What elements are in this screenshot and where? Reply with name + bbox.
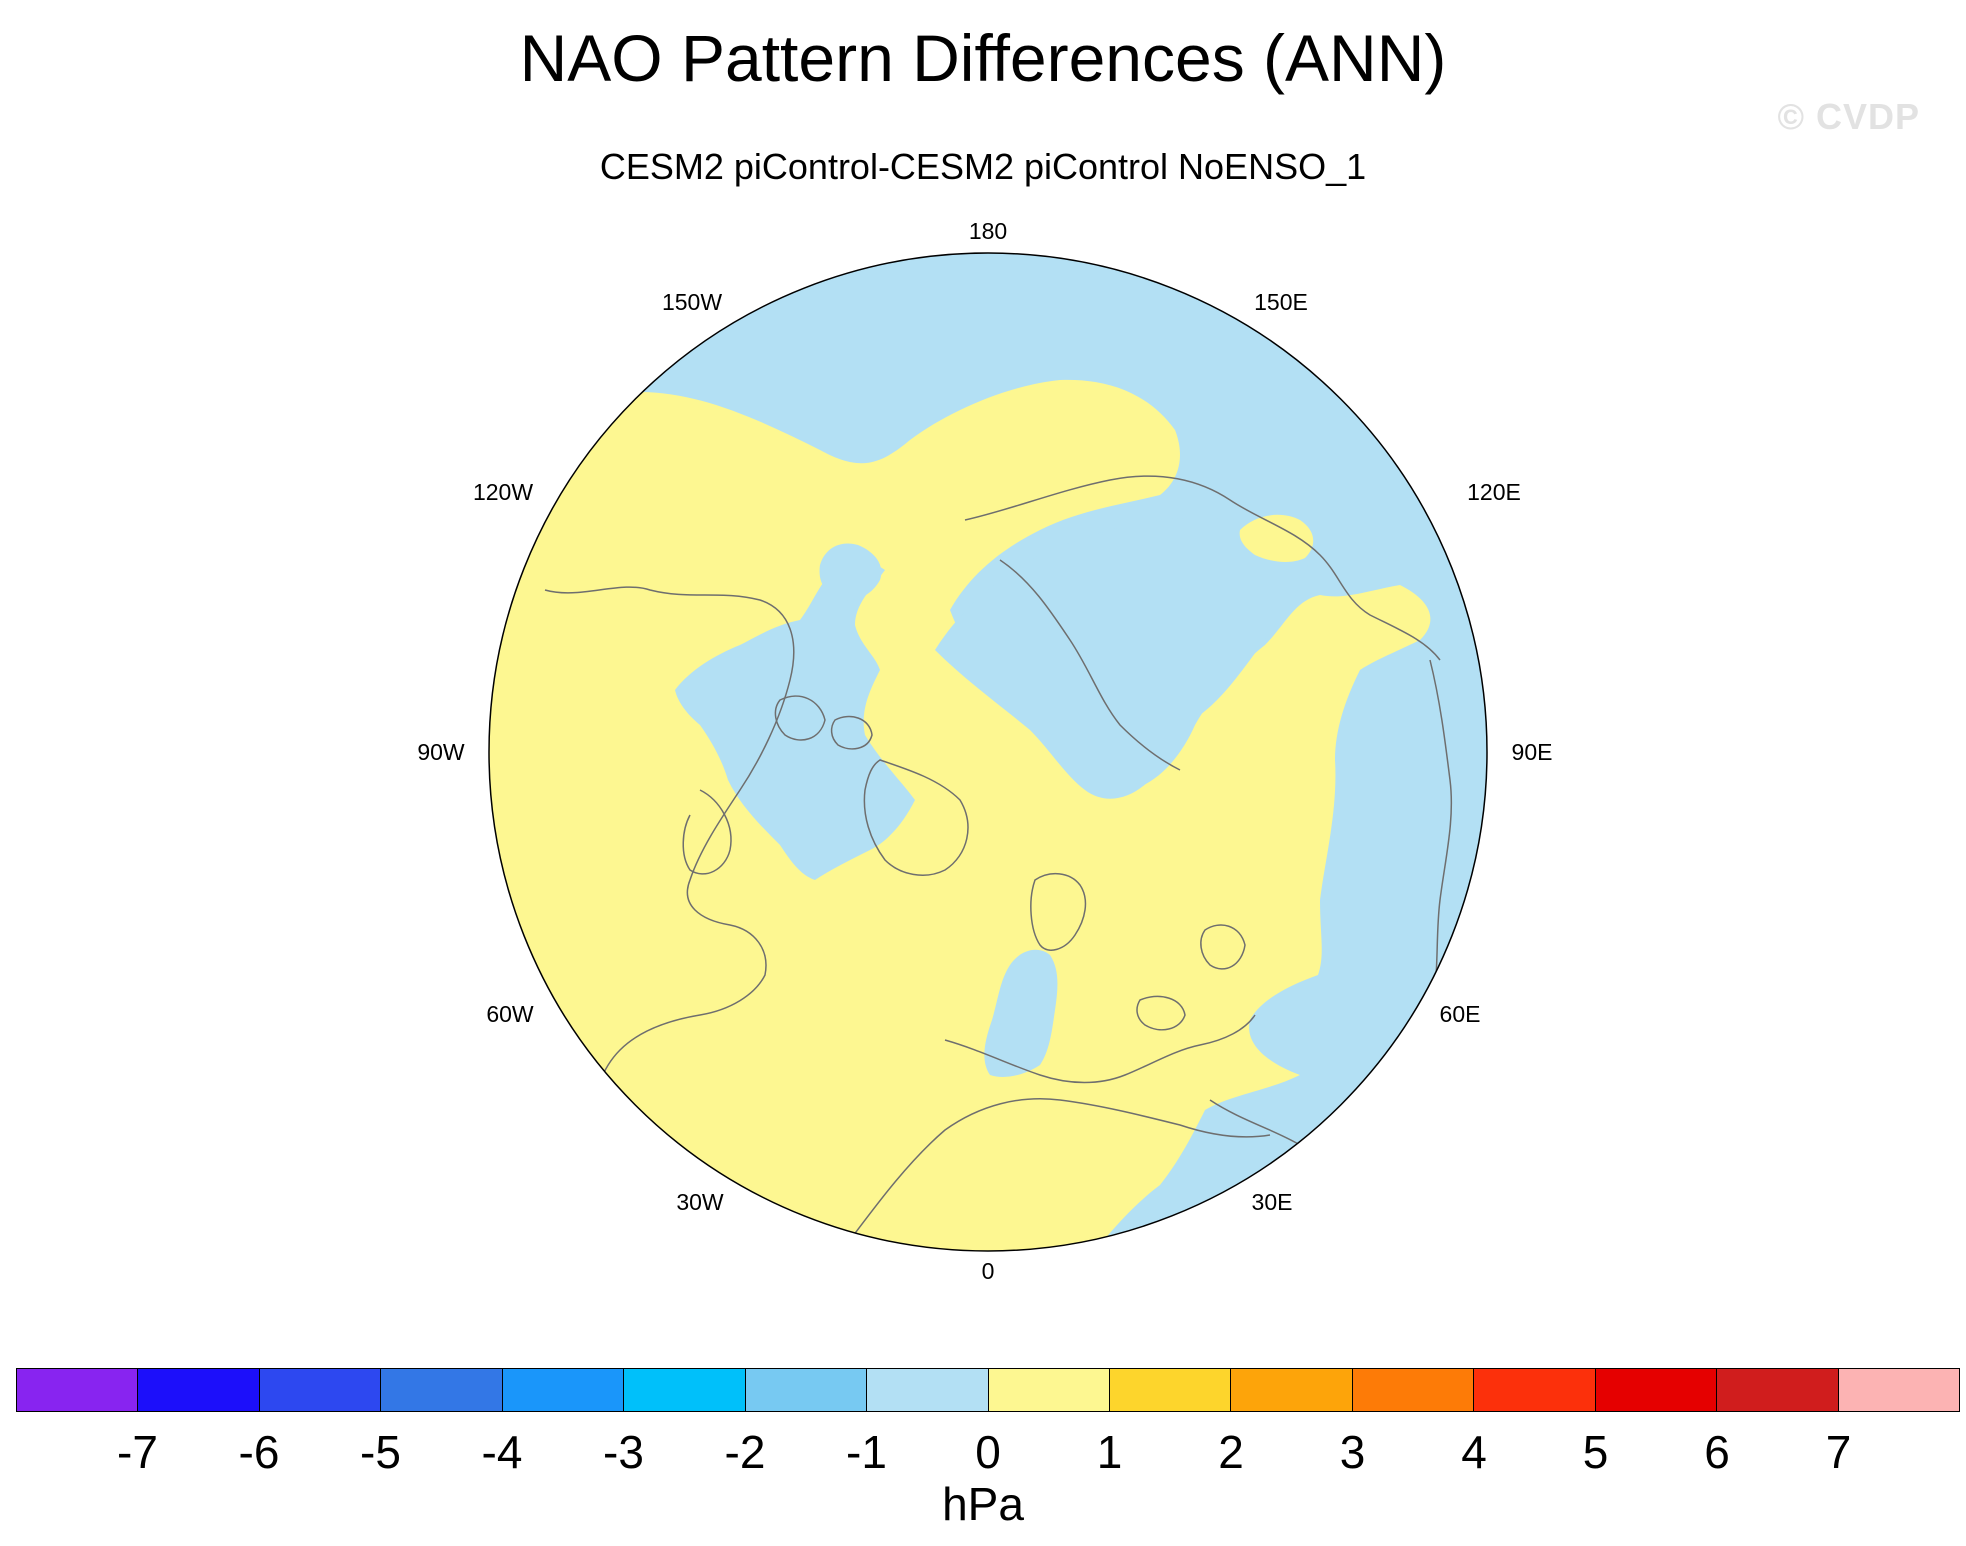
colorbar-label: -3 [603, 1426, 644, 1478]
coastline-greenland [863, 759, 969, 876]
cvdp-watermark: © CVDP [1777, 96, 1920, 137]
colorbar-label: 7 [1825, 1426, 1852, 1478]
colorbar-label: -1 [846, 1426, 887, 1478]
negative-region-eurasia [935, 518, 1309, 799]
colorbar-label: -2 [724, 1426, 766, 1478]
positive-region-west [489, 379, 1431, 1251]
coastline-hudson-bay [682, 789, 732, 875]
colorbar-label: 2 [1218, 1426, 1244, 1478]
positive-region-okhotsk [1239, 514, 1314, 562]
colorbar-label: -5 [360, 1426, 401, 1478]
colorbar-labels: -7 -6 -5 -4 -3 -2 -1 0 1 2 3 4 5 6 7 [0, 1424, 1966, 1484]
colorbar-box [17, 1369, 139, 1411]
coastline-europe [944, 1014, 1256, 1084]
colorbar-label: 4 [1461, 1426, 1487, 1478]
coastline-siberia [964, 475, 1441, 661]
colorbar-box [624, 1369, 746, 1411]
plot-subtitle: CESM2 piControl-CESM2 piControl NoENSO_1 [599, 146, 1367, 187]
lon-label-120e: 120E [1467, 479, 1521, 505]
lon-label-90w: 90W [417, 739, 465, 765]
coastline-north-america [544, 586, 795, 1121]
lon-label-150w: 150W [662, 289, 722, 315]
negative-region-arctic-west [675, 559, 915, 880]
colorbar-box [867, 1369, 989, 1411]
colorbar-box [381, 1369, 503, 1411]
lon-label-90e: 90E [1512, 739, 1553, 765]
colorbar-box [1474, 1369, 1596, 1411]
coastline-arctic-islands-2 [830, 715, 873, 750]
lon-label-0: 0 [982, 1258, 995, 1284]
colorbar-box [988, 1369, 1110, 1411]
lon-label-60e: 60E [1440, 1001, 1481, 1027]
lon-label-150e: 150E [1254, 289, 1308, 315]
colorbar-label: 0 [975, 1426, 1001, 1478]
colorbar-box [1838, 1369, 1959, 1411]
coastline-siberia-inner [999, 559, 1181, 771]
field-layer [489, 379, 1431, 1251]
colorbar [16, 1368, 1960, 1412]
colorbar-box [259, 1369, 382, 1411]
coastline-black-sea [1136, 995, 1186, 1031]
lon-label-180: 180 [969, 218, 1007, 244]
colorbar-label: -4 [481, 1426, 523, 1478]
lon-label-120w: 120W [473, 479, 533, 505]
coastline-caspian [1200, 924, 1246, 970]
coastline-africa [849, 1098, 1271, 1241]
colorbar-box [502, 1369, 625, 1411]
colorbar-box [745, 1369, 868, 1411]
negative-region-beaufort [819, 543, 882, 601]
lon-label-30e: 30E [1252, 1189, 1293, 1215]
colorbar-box [1231, 1369, 1353, 1411]
colorbar-box [1352, 1369, 1475, 1411]
colorbar-box [1717, 1369, 1839, 1411]
colorbar-box [1109, 1369, 1232, 1411]
lon-label-30w: 30W [676, 1189, 724, 1215]
colorbar-label: 3 [1339, 1426, 1366, 1478]
coastline-arctic-islands [774, 695, 826, 741]
colorbar-label: 1 [1096, 1426, 1123, 1478]
colorbar-box [1595, 1369, 1718, 1411]
coastline-scandinavia [1030, 873, 1087, 951]
colorbar-label: -7 [117, 1426, 158, 1478]
coastline-asia-east [1429, 659, 1453, 1011]
colorbar-box [138, 1369, 260, 1411]
map-outline [488, 252, 1488, 1252]
plot-title: NAO Pattern Differences (ANN) [519, 21, 1447, 95]
colorbar-units: hPa [942, 1478, 1024, 1530]
colorbar-label: 5 [1582, 1426, 1609, 1478]
colorbar-label: -6 [238, 1426, 280, 1478]
colorbar-label: 6 [1704, 1426, 1730, 1478]
negative-region-europe [984, 949, 1058, 1077]
lon-label-60w: 60W [486, 1001, 534, 1027]
